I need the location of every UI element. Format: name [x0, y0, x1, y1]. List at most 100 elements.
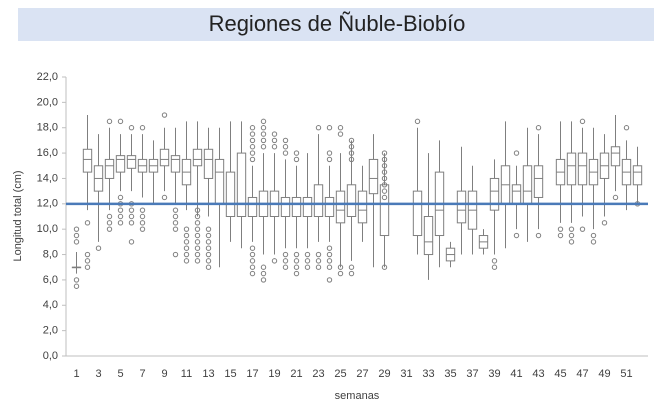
outlier — [194, 245, 201, 251]
outlier — [381, 169, 388, 175]
outlier — [249, 245, 256, 251]
outlier — [612, 194, 619, 201]
box — [379, 184, 390, 237]
outlier — [326, 258, 333, 264]
outlier — [249, 251, 256, 258]
outlier — [513, 150, 520, 156]
outlier — [249, 137, 256, 144]
outlier — [282, 264, 289, 270]
outlier — [293, 258, 300, 264]
box — [566, 152, 577, 186]
box — [82, 148, 93, 173]
outlier — [194, 213, 201, 220]
outlier — [95, 245, 102, 251]
outlier — [139, 207, 146, 213]
outlier — [282, 137, 289, 144]
outlier — [249, 125, 256, 131]
outlier — [194, 239, 201, 245]
box — [126, 155, 137, 169]
y-tick-label: 18,0 — [37, 122, 58, 134]
outlier — [172, 251, 179, 258]
outlier — [293, 156, 300, 163]
outlier — [249, 156, 256, 163]
box — [203, 148, 214, 179]
title-band — [18, 8, 654, 41]
x-tick-label: 45 — [554, 368, 566, 380]
outlier — [579, 118, 586, 125]
outlier — [623, 125, 630, 131]
outlier — [172, 213, 179, 220]
box — [522, 165, 533, 205]
outlier — [282, 150, 289, 156]
outlier — [326, 245, 333, 251]
outlier — [315, 251, 322, 258]
box — [412, 190, 423, 237]
x-tick-label: 17 — [246, 368, 258, 380]
x-tick-label: 27 — [356, 368, 368, 380]
outlier — [381, 264, 388, 270]
y-tick-label: 2,0 — [43, 325, 58, 337]
outlier — [293, 251, 300, 258]
y-tick-label: 8,0 — [43, 248, 58, 260]
outlier — [194, 220, 201, 226]
outlier — [183, 239, 190, 245]
outlier — [249, 144, 256, 150]
outlier — [557, 232, 564, 239]
box — [214, 158, 225, 205]
outlier — [194, 251, 201, 258]
outlier — [249, 258, 256, 264]
y-tick-label: 10,0 — [37, 223, 58, 235]
outlier — [172, 226, 179, 232]
outlier — [557, 226, 564, 232]
box — [192, 148, 203, 167]
outlier — [161, 112, 168, 118]
outlier — [348, 156, 355, 163]
box — [423, 216, 434, 256]
x-tick-label: 43 — [532, 368, 544, 380]
box — [346, 184, 357, 218]
outlier — [491, 258, 498, 264]
outlier — [84, 264, 91, 270]
y-tick-label: 4,0 — [43, 299, 58, 311]
outlier — [535, 125, 542, 131]
outlier — [161, 194, 168, 201]
x-tick-label: 47 — [576, 368, 588, 380]
outlier — [128, 239, 135, 245]
outlier — [128, 207, 135, 213]
outlier — [205, 264, 212, 270]
outlier — [183, 258, 190, 264]
box — [577, 152, 588, 186]
outlier — [183, 245, 190, 251]
outlier — [260, 125, 267, 131]
outlier — [139, 125, 146, 131]
outlier — [260, 137, 267, 144]
x-tick-label: 19 — [268, 368, 280, 380]
x-tick-label: 31 — [400, 368, 412, 380]
outlier — [271, 258, 278, 264]
outlier — [304, 251, 311, 258]
box — [324, 196, 335, 218]
x-tick-label: 15 — [224, 368, 236, 380]
outlier — [106, 118, 113, 125]
outlier — [260, 118, 267, 125]
box — [368, 158, 379, 195]
outlier — [73, 226, 80, 232]
outlier — [304, 264, 311, 270]
outlier — [194, 232, 201, 239]
outlier — [579, 226, 586, 232]
outlier — [84, 251, 91, 258]
outlier — [205, 245, 212, 251]
y-tick-label: 12,0 — [37, 198, 58, 210]
y-tick-label: 16,0 — [37, 147, 58, 159]
outlier — [128, 213, 135, 220]
x-axis-label: semanas — [335, 390, 380, 402]
x-tick-label: 37 — [466, 368, 478, 380]
x-tick-label: 13 — [202, 368, 214, 380]
outlier — [568, 226, 575, 232]
outlier — [293, 270, 300, 277]
box — [610, 146, 621, 167]
outlier — [260, 277, 267, 283]
outlier — [337, 125, 344, 131]
outlier — [194, 258, 201, 264]
outlier — [194, 226, 201, 232]
